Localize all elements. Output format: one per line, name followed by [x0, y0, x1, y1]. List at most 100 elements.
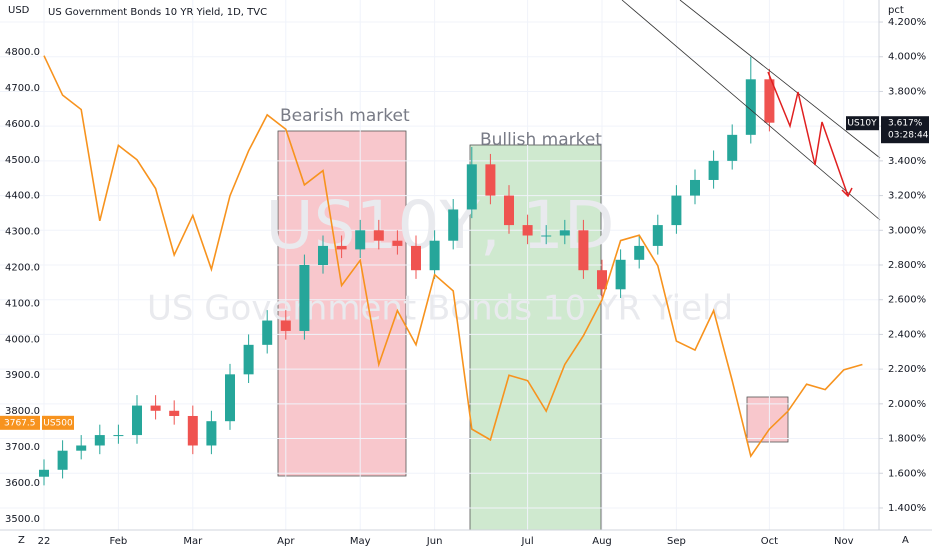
- y2-tick-label: 3.200%: [888, 191, 926, 202]
- x-tick-label: 22: [38, 536, 51, 547]
- y2-tick-label: 2.600%: [888, 295, 926, 306]
- y2-tick-label: 2.000%: [888, 399, 926, 410]
- y-tick-label: 4800.0: [5, 47, 40, 58]
- x-tick-label: Oct: [761, 536, 778, 547]
- y-tick-label: 4500.0: [5, 155, 40, 166]
- symbol-tag-label: US500: [43, 418, 73, 428]
- candle-body: [448, 209, 459, 241]
- y-tick-label: 4600.0: [5, 119, 40, 130]
- annotation: Bullish market: [480, 130, 602, 150]
- candle-body: [299, 265, 310, 331]
- x-tick-label: Mar: [183, 536, 203, 547]
- corner-button[interactable]: A: [902, 535, 909, 546]
- x-tick-label: Jul: [521, 536, 534, 547]
- y-tick-label: 4000.0: [5, 334, 40, 345]
- y2-tick-label: 1.400%: [888, 503, 926, 514]
- candle-body: [504, 195, 514, 226]
- y2-tick-label: 1.800%: [888, 434, 926, 445]
- candle-body: [578, 230, 589, 271]
- candle-body: [280, 320, 291, 331]
- bearish-zone: [277, 130, 407, 477]
- annotation: Bearish market: [280, 106, 410, 126]
- candle-body: [522, 225, 533, 236]
- y2-tick-label: 3.000%: [888, 225, 926, 236]
- candle-body: [411, 245, 421, 271]
- candle-body: [652, 225, 663, 246]
- x-tick-label: Jun: [426, 536, 443, 547]
- candle-body: [373, 230, 384, 241]
- x-tick-label: Aug: [592, 536, 612, 547]
- candle-body: [615, 259, 626, 290]
- x-tick-label: Nov: [834, 536, 854, 547]
- corner-button[interactable]: Z: [18, 535, 25, 546]
- candle-body: [57, 450, 68, 470]
- y-tick-label: 4100.0: [5, 298, 40, 309]
- y-tick-label: 4400.0: [5, 191, 40, 202]
- x-tick-label: Feb: [110, 536, 128, 547]
- candle-body: [690, 179, 700, 196]
- y-tick-label: 4300.0: [5, 227, 40, 238]
- candle-body: [485, 164, 496, 196]
- trend-line: [679, 0, 881, 159]
- highlight-box: [746, 396, 789, 443]
- candle-body: [745, 79, 756, 135]
- symbol-tag: [42, 415, 74, 430]
- symbol-tag-label: US10Y: [847, 119, 877, 129]
- candle-body: [94, 435, 105, 446]
- watermark-subtitle: US Government Bonds 10 YR Yield: [147, 289, 733, 329]
- arrow-head: [841, 187, 853, 198]
- y-tick-label: 4200.0: [5, 263, 40, 274]
- candle-body: [169, 410, 180, 416]
- y2-tick-label: 1.600%: [888, 468, 926, 479]
- countdown: 03:28:44: [888, 131, 929, 141]
- candle-body: [76, 445, 87, 451]
- bullish-zone: [469, 144, 602, 531]
- y2-tick-label: 2.800%: [888, 260, 926, 271]
- candle-body: [541, 235, 552, 237]
- watermark: US10Y, 1D: [265, 187, 614, 264]
- y-tick-label: 3500.0: [5, 514, 40, 525]
- candle-body: [597, 270, 607, 290]
- y-tick-label: 3800.0: [5, 406, 40, 417]
- y-tick-label: 3600.0: [5, 478, 40, 489]
- candle-body: [355, 230, 366, 250]
- right-axis-unit: pct: [888, 5, 904, 16]
- candle-body: [132, 405, 142, 436]
- y2-tick-label: 4.200%: [888, 17, 926, 28]
- candle-body: [708, 160, 719, 180]
- y2-tick-label: 2.200%: [888, 364, 926, 375]
- y-tick-label: 3700.0: [5, 442, 40, 453]
- projection-arrow: [767, 71, 849, 197]
- candle-body: [113, 435, 124, 437]
- candle-body: [559, 230, 570, 236]
- candle-body: [187, 415, 198, 446]
- left-axis-unit: USD: [8, 5, 30, 16]
- candle-body: [206, 421, 217, 446]
- candle-body: [225, 374, 235, 422]
- candle-body: [318, 245, 328, 265]
- candle-body: [39, 469, 49, 477]
- y2-tick-label: 3.800%: [888, 86, 926, 97]
- candle-body: [243, 344, 254, 375]
- chart-title: US Government Bonds 10 YR Yield, 1D, TVC: [48, 7, 267, 18]
- x-tick-label: May: [350, 536, 371, 547]
- trend-line: [621, 0, 881, 221]
- price-tag-label: 3767.5: [4, 418, 36, 428]
- price-tag: [881, 116, 929, 144]
- price-line: [43, 55, 863, 458]
- y2-tick-label: 2.400%: [888, 329, 926, 340]
- candle-body: [634, 245, 645, 260]
- y-tick-label: 3900.0: [5, 370, 40, 381]
- y2-tick-label: 3.400%: [888, 156, 926, 167]
- y-tick-label: 4700.0: [5, 83, 40, 94]
- candle-body: [764, 79, 775, 123]
- candle-body: [262, 320, 273, 345]
- candle-body: [336, 245, 347, 250]
- candle-body: [392, 240, 403, 246]
- x-tick-label: Apr: [277, 536, 295, 547]
- candle-body: [671, 195, 682, 226]
- price-tag: [0, 415, 40, 430]
- candle-body: [727, 134, 738, 161]
